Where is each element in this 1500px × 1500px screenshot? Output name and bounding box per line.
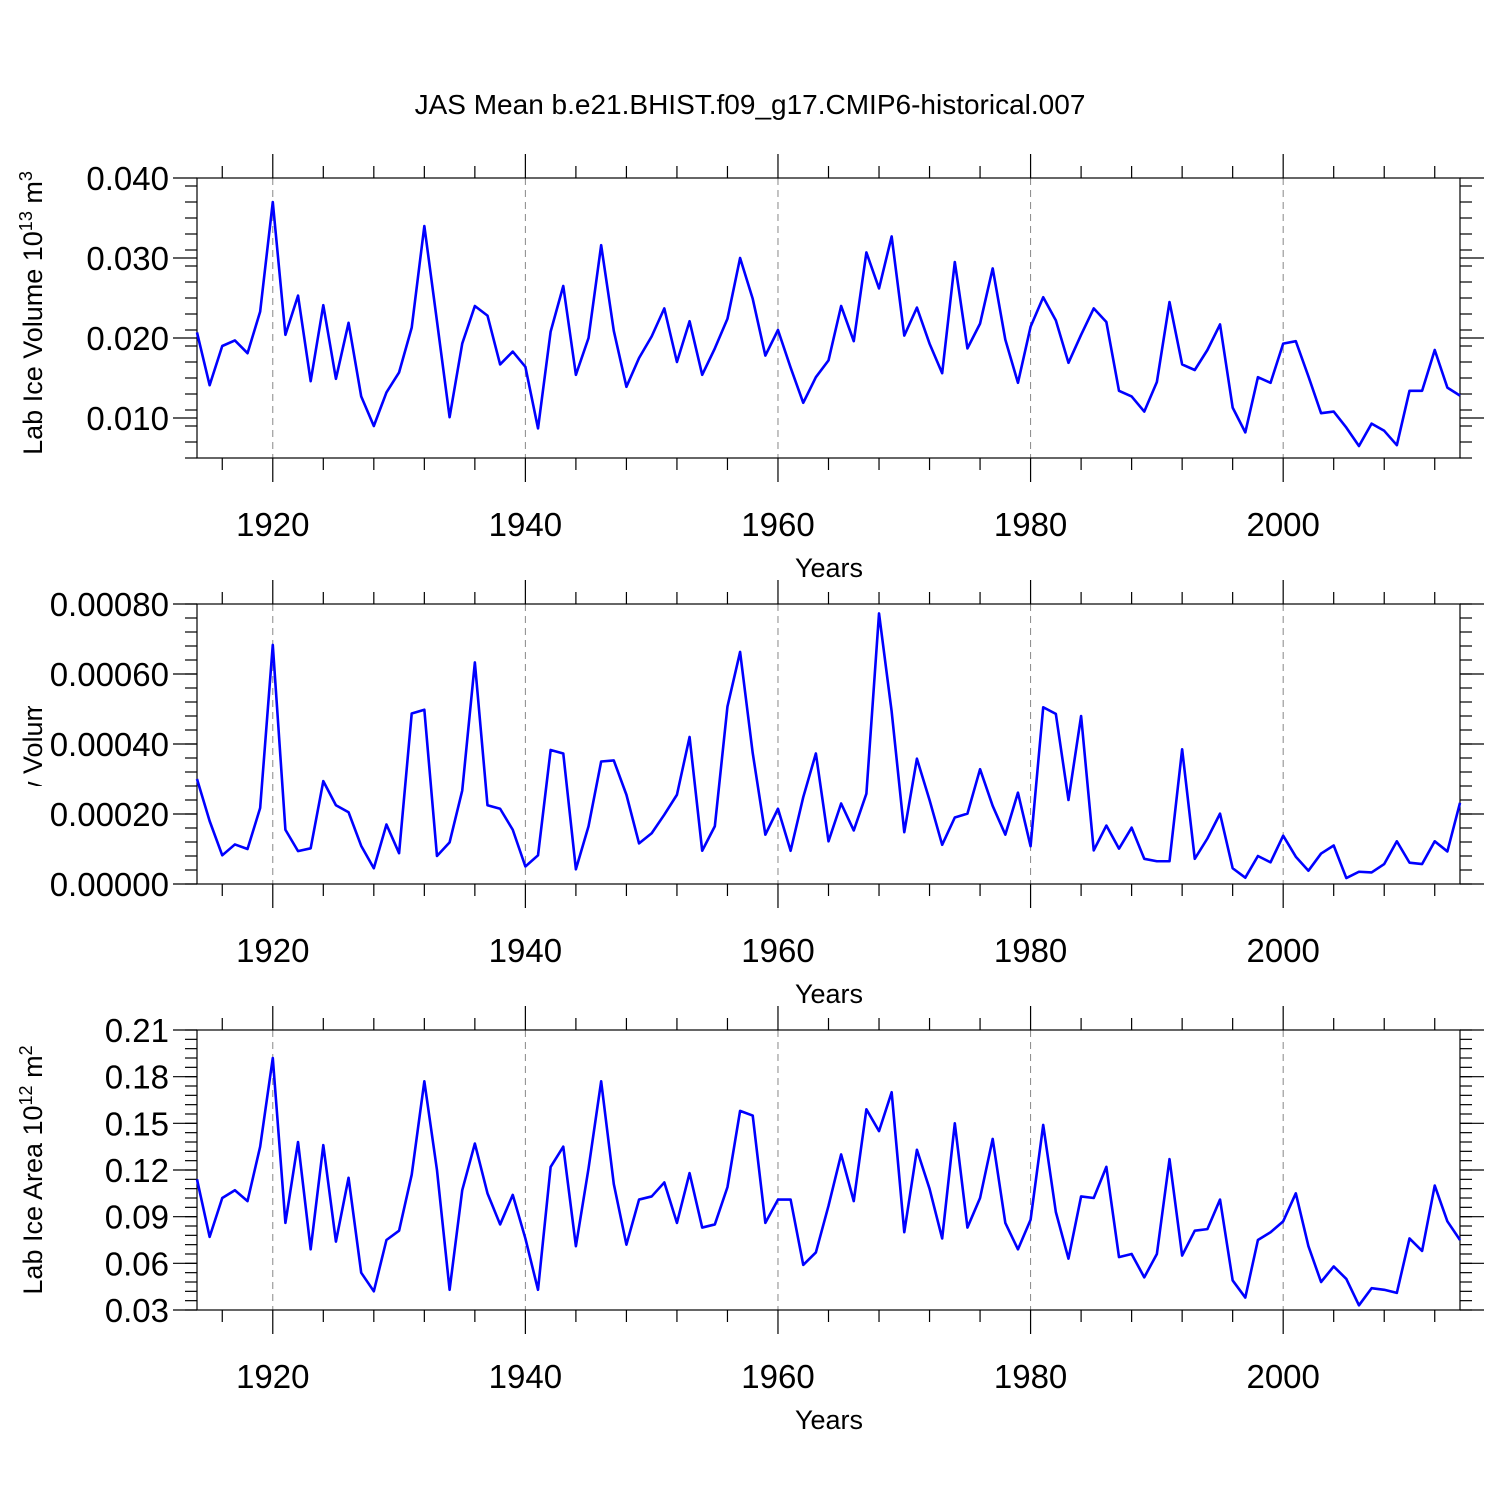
x-axis-label: Years bbox=[795, 553, 863, 583]
y-tick-label: 0.12 bbox=[105, 1152, 169, 1189]
y-tick-label: 0.040 bbox=[86, 160, 169, 197]
y-axis-label-superscript: 3 bbox=[16, 171, 36, 181]
y-axis-label-part: m bbox=[18, 181, 48, 211]
x-axis-label: Years bbox=[795, 979, 863, 1009]
y-tick-label: 0.03 bbox=[105, 1292, 169, 1329]
series-line bbox=[195, 1056, 1462, 1307]
x-tick-label: 1980 bbox=[994, 932, 1067, 969]
y-tick-label: 0.00000 bbox=[50, 866, 169, 903]
x-tick-label: 2000 bbox=[1246, 1358, 1319, 1395]
y-tick-label: 0.010 bbox=[86, 400, 169, 437]
y-tick-label: 0.00060 bbox=[50, 656, 169, 693]
plot-frame bbox=[196, 1029, 1461, 1311]
x-tick-label: 1980 bbox=[994, 1358, 1067, 1395]
x-tick-label: 1920 bbox=[236, 506, 309, 543]
y-axis-label-part: Lab Snow Volume 10 bbox=[18, 646, 48, 901]
y-tick-label: 0.020 bbox=[86, 320, 169, 357]
y-tick-label: 0.00020 bbox=[50, 796, 169, 833]
series-line bbox=[195, 200, 1461, 448]
y-axis-label-superscript: 3 bbox=[16, 586, 36, 596]
y-tick-label: 0.15 bbox=[105, 1105, 169, 1142]
x-tick-label: 2000 bbox=[1246, 932, 1319, 969]
y-tick-label: 0.06 bbox=[105, 1245, 169, 1282]
y-axis-label-part: Lab Ice Volume 10 bbox=[18, 231, 48, 455]
x-tick-label: 1940 bbox=[489, 932, 562, 969]
x-tick-label: 1940 bbox=[489, 1358, 562, 1395]
x-tick-label: 1980 bbox=[994, 506, 1067, 543]
x-tick-label: 1960 bbox=[741, 1358, 814, 1395]
y-axis-label-superscript: 12 bbox=[16, 1085, 36, 1105]
y-tick-label: 0.21 bbox=[105, 1012, 169, 1049]
y-axis-label-part: m bbox=[18, 1055, 48, 1085]
x-tick-label: 1940 bbox=[489, 506, 562, 543]
y-axis-label: Lab Ice Volume 1013 m3 bbox=[16, 171, 48, 455]
y-axis-label-superscript: 13 bbox=[16, 211, 36, 231]
x-tick-label: 1960 bbox=[741, 932, 814, 969]
x-tick-label: 1920 bbox=[236, 1358, 309, 1395]
panel-lab-snow-volume: 0.00000 0.00020 0.00040 0.00060 0.00080 1920 1… bbox=[16, 580, 1484, 1009]
y-tick-label: 0.00080 bbox=[50, 586, 169, 623]
figure-title: JAS Mean b.e21.BHIST.f09_g17.CMIP6-histo… bbox=[415, 89, 1086, 120]
y-tick-label: 0.18 bbox=[105, 1059, 169, 1096]
x-tick-label: 1960 bbox=[741, 506, 814, 543]
y-axis-label-superscript: 13 bbox=[16, 626, 36, 646]
y-axis-label-part: m bbox=[18, 596, 48, 626]
x-tick-label: 1920 bbox=[236, 932, 309, 969]
y-axis-label: Lab Ice Area 1012 m2 bbox=[16, 1045, 48, 1294]
y-tick-label: 0.030 bbox=[86, 240, 169, 277]
y-tick-label: 0.09 bbox=[105, 1199, 169, 1236]
x-tick-label: 2000 bbox=[1246, 506, 1319, 543]
panel-lab-ice-volume: 0.010 0.020 0.030 0.040 1920 1940 1960 1980 2000… bbox=[16, 154, 1484, 583]
y-axis-label-part: Lab Ice Area 10 bbox=[18, 1105, 48, 1294]
y-axis-label: Lab Snow Volume 1013 m3 bbox=[16, 586, 48, 901]
x-axis-label: Years bbox=[795, 1405, 863, 1435]
y-tick-label: 0.00040 bbox=[50, 726, 169, 763]
series-line bbox=[195, 612, 1462, 880]
panel-lab-ice-area: 0.03 0.06 0.09 0.12 0.15 0.18 0.21 1920 1940 1960… bbox=[16, 1006, 1484, 1435]
y-axis-label-superscript: 2 bbox=[16, 1045, 36, 1055]
plot-frame bbox=[196, 177, 1461, 459]
